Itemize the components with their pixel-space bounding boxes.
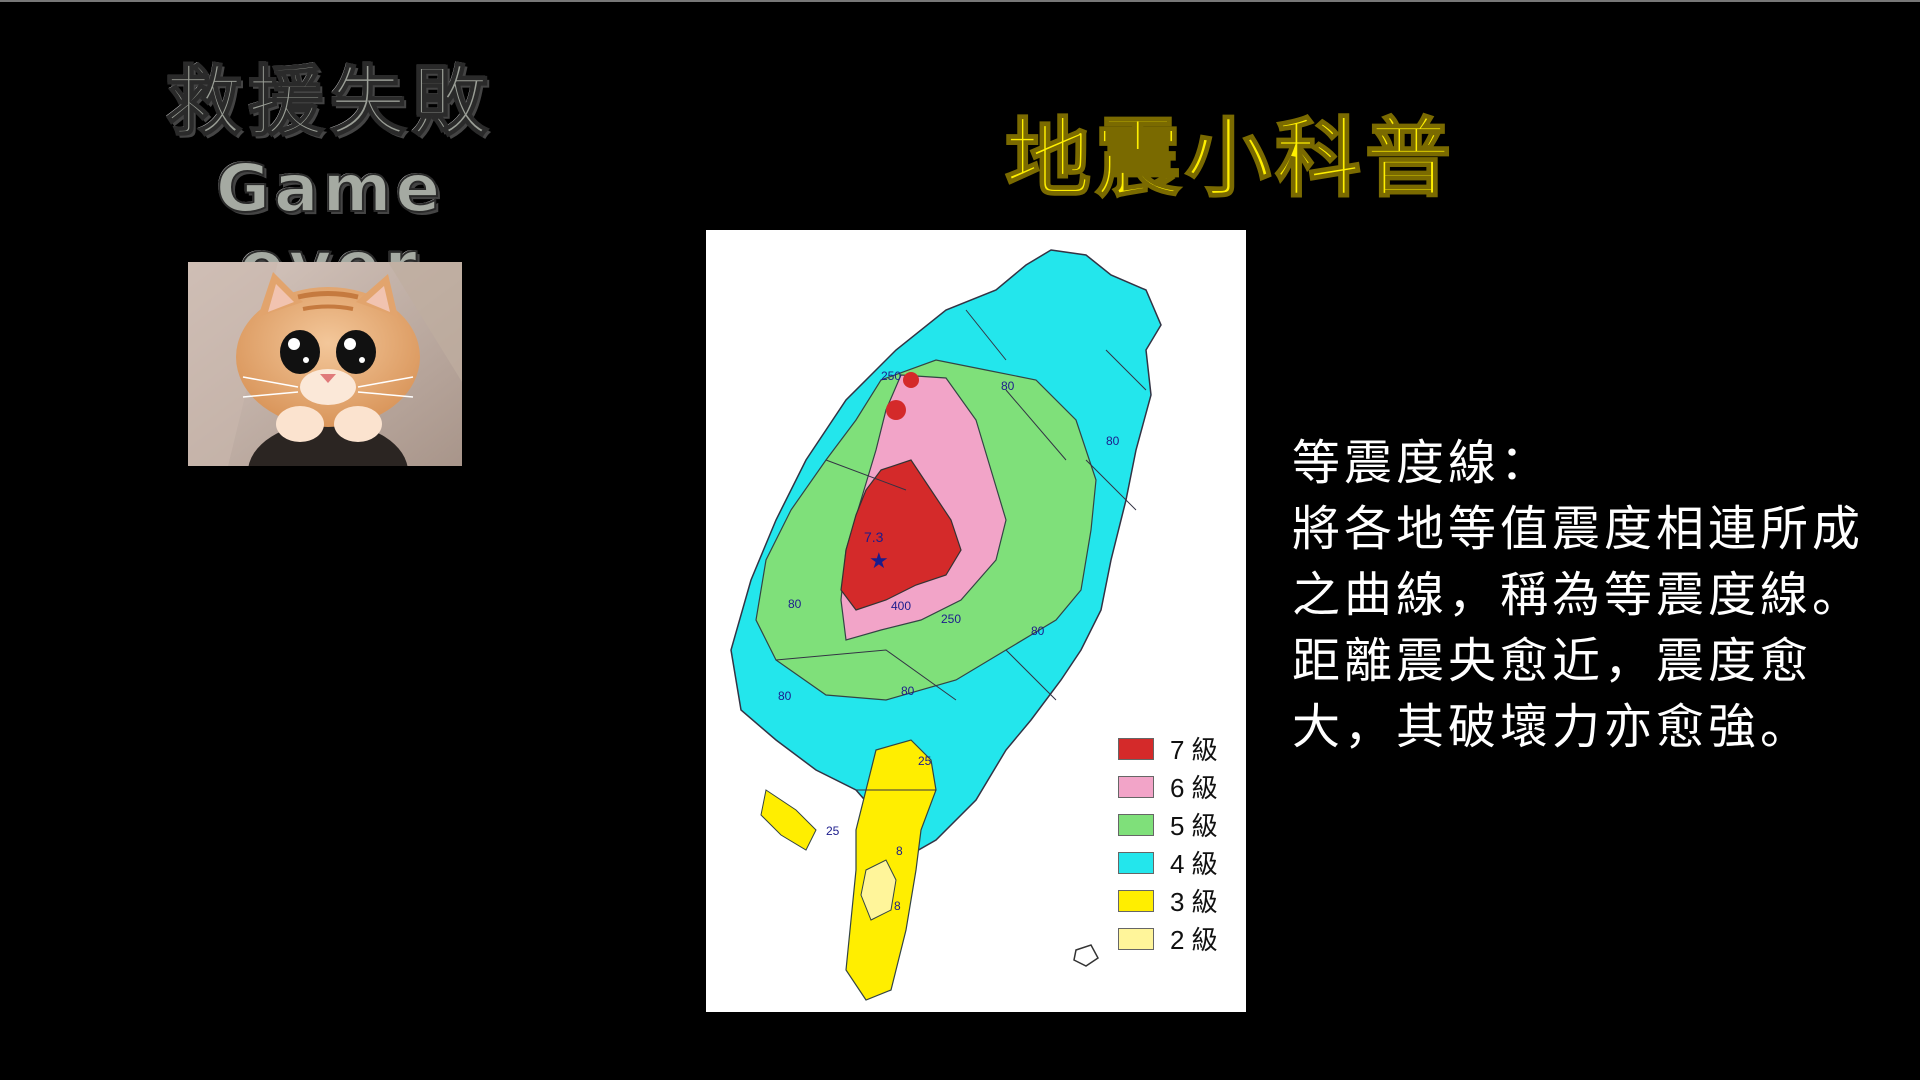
contour-label: 8: [896, 844, 903, 858]
legend-swatch: [1118, 928, 1154, 950]
legend-swatch: [1118, 890, 1154, 912]
explanation-line: 之曲線，稱為等震度線。: [1292, 567, 1865, 623]
legend-swatch: [1118, 852, 1154, 874]
contour-label: 80: [778, 689, 792, 703]
rescue-failed-title: 救援失敗: [165, 56, 494, 147]
legend-item: 4 級: [1118, 844, 1238, 879]
legend-label: 4 級: [1170, 849, 1218, 879]
legend-swatch: [1118, 738, 1154, 760]
contour-label: 25: [918, 754, 932, 768]
contour-label: 400: [891, 599, 911, 613]
top-border-line: [0, 0, 1920, 2]
science-title: 地震小科普: [1004, 108, 1455, 210]
explanation-line: 將各地等值震度相連所成: [1292, 501, 1865, 557]
legend-label: 5 級: [1170, 811, 1218, 841]
legend-item: 3 級: [1118, 882, 1238, 917]
red-zone: [840, 459, 962, 611]
contour-label: 8: [894, 899, 901, 913]
epicenter-magnitude: 7.3: [864, 529, 884, 545]
legend-label: 3 級: [1170, 887, 1218, 917]
explanation-line: 大，其破壞力亦愈強。: [1292, 699, 1813, 755]
legend-item: 2 級: [1118, 920, 1238, 955]
contour-label: 80: [788, 597, 802, 611]
explanation-line: 距離震央愈近，震度愈: [1292, 633, 1813, 689]
contour-label: 250: [941, 612, 961, 626]
legend-swatch: [1118, 776, 1154, 798]
contour-label: 80: [1031, 624, 1045, 638]
epicenter-star-icon: ★: [869, 549, 889, 574]
legend-label: 6 級: [1170, 773, 1218, 803]
legend-swatch: [1118, 814, 1154, 836]
isoseismal-explanation: 等震度線： 將各地等值震度相連所成 之曲線，稱為等震度線。 距離震央愈近，震度愈…: [1292, 430, 1912, 760]
contour-label: 80: [1106, 434, 1120, 448]
contour-label: 80: [901, 684, 915, 698]
legend-item: 5 級: [1118, 806, 1238, 841]
contour-label: 80: [1001, 379, 1015, 393]
legend-label: 7 級: [1170, 735, 1218, 765]
sad-cat-image: [188, 262, 462, 466]
pale-yellow-zone: [860, 859, 897, 921]
legend-label: 2 級: [1170, 925, 1218, 955]
contour-label: 250: [881, 369, 901, 383]
legend-item: 6 級: [1118, 768, 1238, 803]
explanation-line: 等震度線：: [1292, 435, 1553, 491]
contour-label: 25: [826, 824, 840, 838]
intensity-map: 250 80 80 400 250 80 80 80 80 25 25 8 8 …: [706, 230, 1246, 1012]
legend-item: 7 級: [1118, 730, 1238, 765]
